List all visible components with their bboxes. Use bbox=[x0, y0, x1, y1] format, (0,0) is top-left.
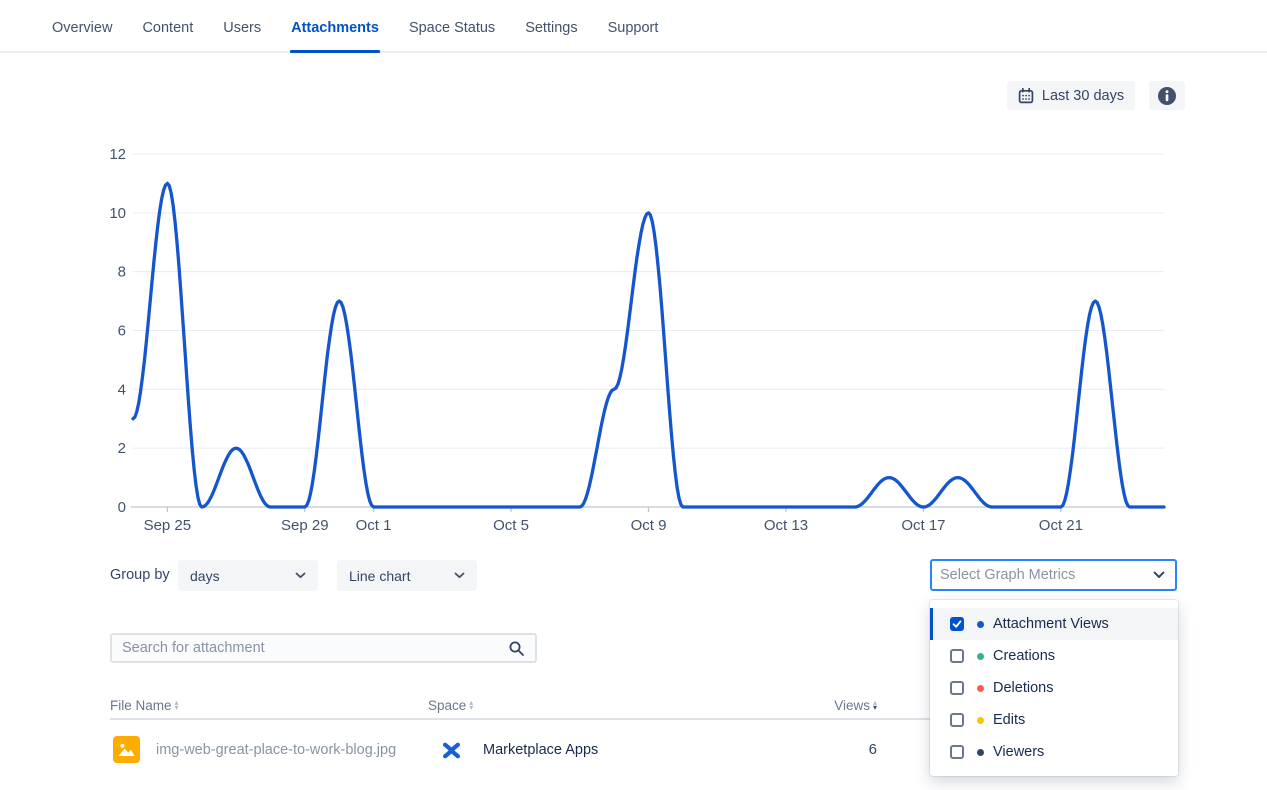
column-header-space[interactable]: Space ▴ ▾ bbox=[428, 698, 473, 713]
svg-text:12: 12 bbox=[109, 146, 126, 163]
metric-color-dot bbox=[977, 684, 984, 692]
menu-item-creations[interactable]: Creations bbox=[930, 640, 1178, 672]
unchecked-checkbox[interactable] bbox=[950, 713, 964, 727]
metric-color-dot bbox=[977, 748, 984, 756]
column-label: Space bbox=[428, 698, 467, 713]
sort-icon: ▴ ▾ bbox=[174, 698, 179, 712]
unchecked-checkbox[interactable] bbox=[950, 681, 964, 695]
group-by-value: days bbox=[190, 567, 220, 584]
confluence-space-icon bbox=[443, 742, 460, 764]
svg-text:Oct 5: Oct 5 bbox=[493, 517, 529, 534]
tab-overview[interactable]: Overview bbox=[52, 20, 113, 36]
image-file-icon bbox=[113, 736, 140, 768]
menu-item-label: Creations bbox=[993, 648, 1056, 664]
date-range-button[interactable]: Last 30 days bbox=[1007, 81, 1135, 110]
unchecked-checkbox[interactable] bbox=[950, 649, 964, 663]
table-row: img-web-great-place-to-work-blog.jpg Mark… bbox=[110, 728, 930, 772]
svg-text:Oct 13: Oct 13 bbox=[764, 517, 808, 534]
tab-bar: Overview Content Users Attachments Space Sta… bbox=[0, 0, 1267, 53]
group-by-select[interactable]: days bbox=[178, 560, 318, 591]
menu-item-label: Viewers bbox=[993, 744, 1045, 760]
svg-text:0: 0 bbox=[118, 499, 126, 516]
svg-text:Oct 1: Oct 1 bbox=[356, 517, 392, 534]
menu-item-label: Edits bbox=[993, 712, 1026, 728]
checked-checkbox[interactable] bbox=[950, 617, 964, 631]
tab-content[interactable]: Content bbox=[142, 20, 194, 36]
tab-support[interactable]: Support bbox=[607, 20, 659, 36]
svg-text:8: 8 bbox=[118, 264, 126, 281]
svg-text:Oct 17: Oct 17 bbox=[901, 517, 945, 534]
chevron-down-icon bbox=[295, 572, 306, 579]
sort-icon: ▴ ▾ bbox=[469, 698, 474, 712]
svg-text:Oct 9: Oct 9 bbox=[631, 517, 667, 534]
search-icon bbox=[508, 640, 525, 657]
menu-item-edits[interactable]: Edits bbox=[930, 704, 1178, 736]
metric-color-dot bbox=[977, 716, 984, 724]
svg-text:Sep 29: Sep 29 bbox=[281, 517, 329, 534]
attachment-search-input[interactable]: Search for attachment bbox=[110, 633, 537, 663]
svg-text:2: 2 bbox=[118, 440, 126, 457]
menu-item-viewers[interactable]: Viewers bbox=[930, 736, 1178, 768]
attachment-table-header: File Name ▴ ▾ Space ▴ ▾ Views ▴ ▾ bbox=[110, 694, 930, 720]
graph-metrics-combobox[interactable]: Select Graph Metrics bbox=[930, 559, 1177, 591]
space-name-link[interactable]: Marketplace Apps bbox=[483, 742, 599, 758]
svg-text:Sep 25: Sep 25 bbox=[144, 517, 192, 534]
info-icon bbox=[1157, 86, 1177, 106]
column-header-views[interactable]: Views ▴ ▾ bbox=[834, 698, 877, 713]
column-label: File Name bbox=[110, 698, 172, 713]
svg-text:Oct 21: Oct 21 bbox=[1039, 517, 1083, 534]
tab-users[interactable]: Users bbox=[223, 20, 262, 36]
views-value: 6 bbox=[868, 741, 877, 758]
calendar-icon bbox=[1018, 87, 1034, 104]
column-header-file-name[interactable]: File Name ▴ ▾ bbox=[110, 698, 179, 713]
menu-item-deletions[interactable]: Deletions bbox=[930, 672, 1178, 704]
metric-color-dot bbox=[977, 620, 984, 628]
chevron-down-icon bbox=[1153, 571, 1165, 579]
chart-type-select[interactable]: Line chart bbox=[337, 560, 477, 591]
tab-space-status[interactable]: Space Status bbox=[408, 20, 496, 36]
group-by-label: Group by bbox=[110, 567, 170, 583]
sort-icon: ▴ ▾ bbox=[872, 698, 877, 712]
menu-item-label: Attachment Views bbox=[993, 616, 1109, 632]
svg-text:10: 10 bbox=[109, 205, 126, 222]
date-range-label: Last 30 days bbox=[1041, 87, 1125, 104]
tab-settings[interactable]: Settings bbox=[525, 20, 578, 36]
chart-type-value: Line chart bbox=[349, 567, 411, 584]
svg-text:4: 4 bbox=[118, 381, 126, 398]
svg-text:6: 6 bbox=[118, 323, 126, 340]
graph-metrics-menu: Attachment Views Creations Deletions Edits V… bbox=[930, 600, 1178, 776]
column-label: Views bbox=[834, 698, 870, 713]
info-button[interactable] bbox=[1149, 81, 1185, 110]
views-line-chart: 0 2 4 6 8 10 12 Sep 25 Sep 29 Oct 1 Oct 5 Oct 9 Oct … bbox=[109, 146, 1166, 534]
metric-color-dot bbox=[977, 652, 984, 660]
menu-item-attachment-views[interactable]: Attachment Views bbox=[930, 608, 1178, 640]
file-name-link[interactable]: img-web-great-place-to-work-blog.jpg bbox=[156, 742, 397, 758]
tab-attachments[interactable]: Attachments bbox=[290, 20, 380, 53]
graph-metrics-placeholder: Select Graph Metrics bbox=[940, 567, 1076, 583]
unchecked-checkbox[interactable] bbox=[950, 745, 964, 759]
chevron-down-icon bbox=[454, 572, 465, 579]
menu-item-label: Deletions bbox=[993, 680, 1054, 696]
search-placeholder: Search for attachment bbox=[122, 640, 265, 656]
